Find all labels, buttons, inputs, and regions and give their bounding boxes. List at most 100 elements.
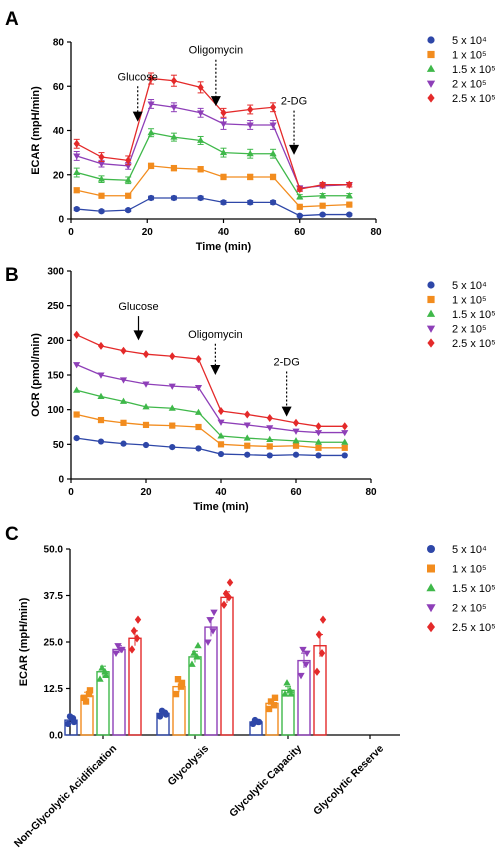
legend-item-1: 5 x 10⁴ (427, 35, 487, 47)
data-point (265, 705, 273, 713)
data-point (97, 392, 105, 399)
data-point (142, 421, 150, 429)
data-point (177, 683, 185, 690)
series-line (76, 197, 350, 217)
category-group: Non-Glycolytic Acidification (12, 615, 142, 850)
data-point (210, 609, 218, 617)
data-point (266, 435, 274, 442)
data-point (341, 438, 349, 445)
data-point (217, 450, 225, 458)
annotation-2-dg: 2-DG (281, 96, 307, 155)
y-tick-label: 50.0 (44, 545, 64, 556)
data-point (244, 442, 251, 449)
data-point (125, 156, 132, 165)
data-point (220, 199, 227, 206)
legend-marker (427, 564, 435, 573)
data-point (147, 101, 155, 108)
bar (281, 689, 295, 736)
legend-item-5: 2.5 x 10⁵ (427, 93, 496, 105)
annotation-glucose: Glucose (118, 301, 159, 341)
legend-marker (426, 309, 436, 317)
bar-4 (204, 609, 218, 736)
series-2 (73, 162, 353, 210)
data-point (247, 105, 254, 114)
data-point (147, 194, 155, 202)
bar-1 (64, 713, 78, 736)
bar (188, 656, 202, 736)
legend-label: 2.5 x 10⁵ (452, 622, 496, 634)
data-point (296, 203, 303, 210)
category-group: Glycolysis (156, 578, 234, 789)
x-axis-label: Time (min) (196, 241, 252, 253)
data-point (243, 434, 251, 441)
legend-label: 2.5 x 10⁵ (452, 338, 496, 350)
series-line (76, 165, 350, 208)
data-point (125, 207, 132, 214)
data-point (319, 202, 326, 209)
series-4 (73, 362, 349, 437)
data-point (319, 192, 327, 199)
legend-label: 2.5 x 10⁵ (452, 93, 496, 105)
x-tick-label: Non-Glycolytic Acidification (12, 743, 119, 850)
series-3 (73, 386, 349, 445)
legend-item-2: 1 x 10⁵ (427, 564, 487, 576)
data-point (172, 690, 180, 698)
data-point (318, 649, 326, 658)
data-point (80, 694, 88, 701)
data-point (102, 671, 110, 679)
data-point (170, 133, 178, 140)
legend-label: 1.5 x 10⁵ (452, 583, 496, 595)
y-tick-label: 60 (53, 82, 65, 93)
data-point (125, 192, 132, 199)
data-point (292, 451, 300, 458)
series-1 (73, 194, 353, 219)
data-point (246, 150, 254, 157)
legend-item-2: 1 x 10⁵ (427, 295, 487, 307)
y-tick-label: 50 (53, 440, 65, 451)
y-axis-label: ECAR (mpH/min) (18, 597, 30, 686)
data-point (255, 718, 263, 726)
data-point (142, 403, 150, 410)
y-axis-label: ECAR (mpH/min) (30, 86, 42, 175)
y-tick-label: 0 (58, 475, 64, 486)
annotation-label: Oligomycin (188, 329, 242, 341)
series-line (76, 131, 350, 198)
data-point (269, 150, 277, 157)
data-point (319, 211, 326, 218)
x-tick-label: Glycolysis (165, 743, 211, 789)
x-tick-label: 40 (215, 487, 227, 498)
data-point (158, 707, 166, 715)
data-point (319, 615, 327, 624)
data-point (197, 136, 205, 143)
data-point (269, 103, 277, 112)
data-point (73, 362, 81, 369)
annotation-arrow-head (210, 365, 221, 375)
data-point (114, 643, 122, 650)
data-point (220, 173, 227, 181)
data-point (217, 441, 225, 448)
data-point (244, 410, 251, 419)
data-point (170, 194, 178, 202)
x-tick-label: Glycolytic Reserve (311, 743, 386, 818)
data-point (70, 718, 78, 726)
data-point (86, 687, 94, 694)
annotation-label: Glucose (118, 71, 158, 83)
data-point (169, 444, 176, 451)
series-1 (73, 434, 348, 459)
bar-3 (96, 664, 110, 736)
x-tick-label: 60 (294, 227, 306, 238)
legend-marker (427, 50, 435, 59)
data-point (194, 641, 202, 649)
bar-2 (265, 694, 279, 736)
legend: 5 x 10⁴ 1 x 10⁵ 1.5 x 10⁵ 2 x 10⁵ 2.5 x 10⁵ (426, 35, 496, 105)
bar-5 (128, 615, 142, 736)
data-point (286, 686, 294, 693)
data-point (168, 383, 176, 390)
data-point (190, 649, 198, 656)
data-point (219, 121, 228, 128)
x-tick-label: Glycolytic Capacity (227, 743, 304, 820)
data-point (142, 441, 150, 449)
data-point (247, 199, 254, 206)
data-point (130, 626, 138, 635)
legend-label: 2 x 10⁵ (452, 324, 487, 336)
